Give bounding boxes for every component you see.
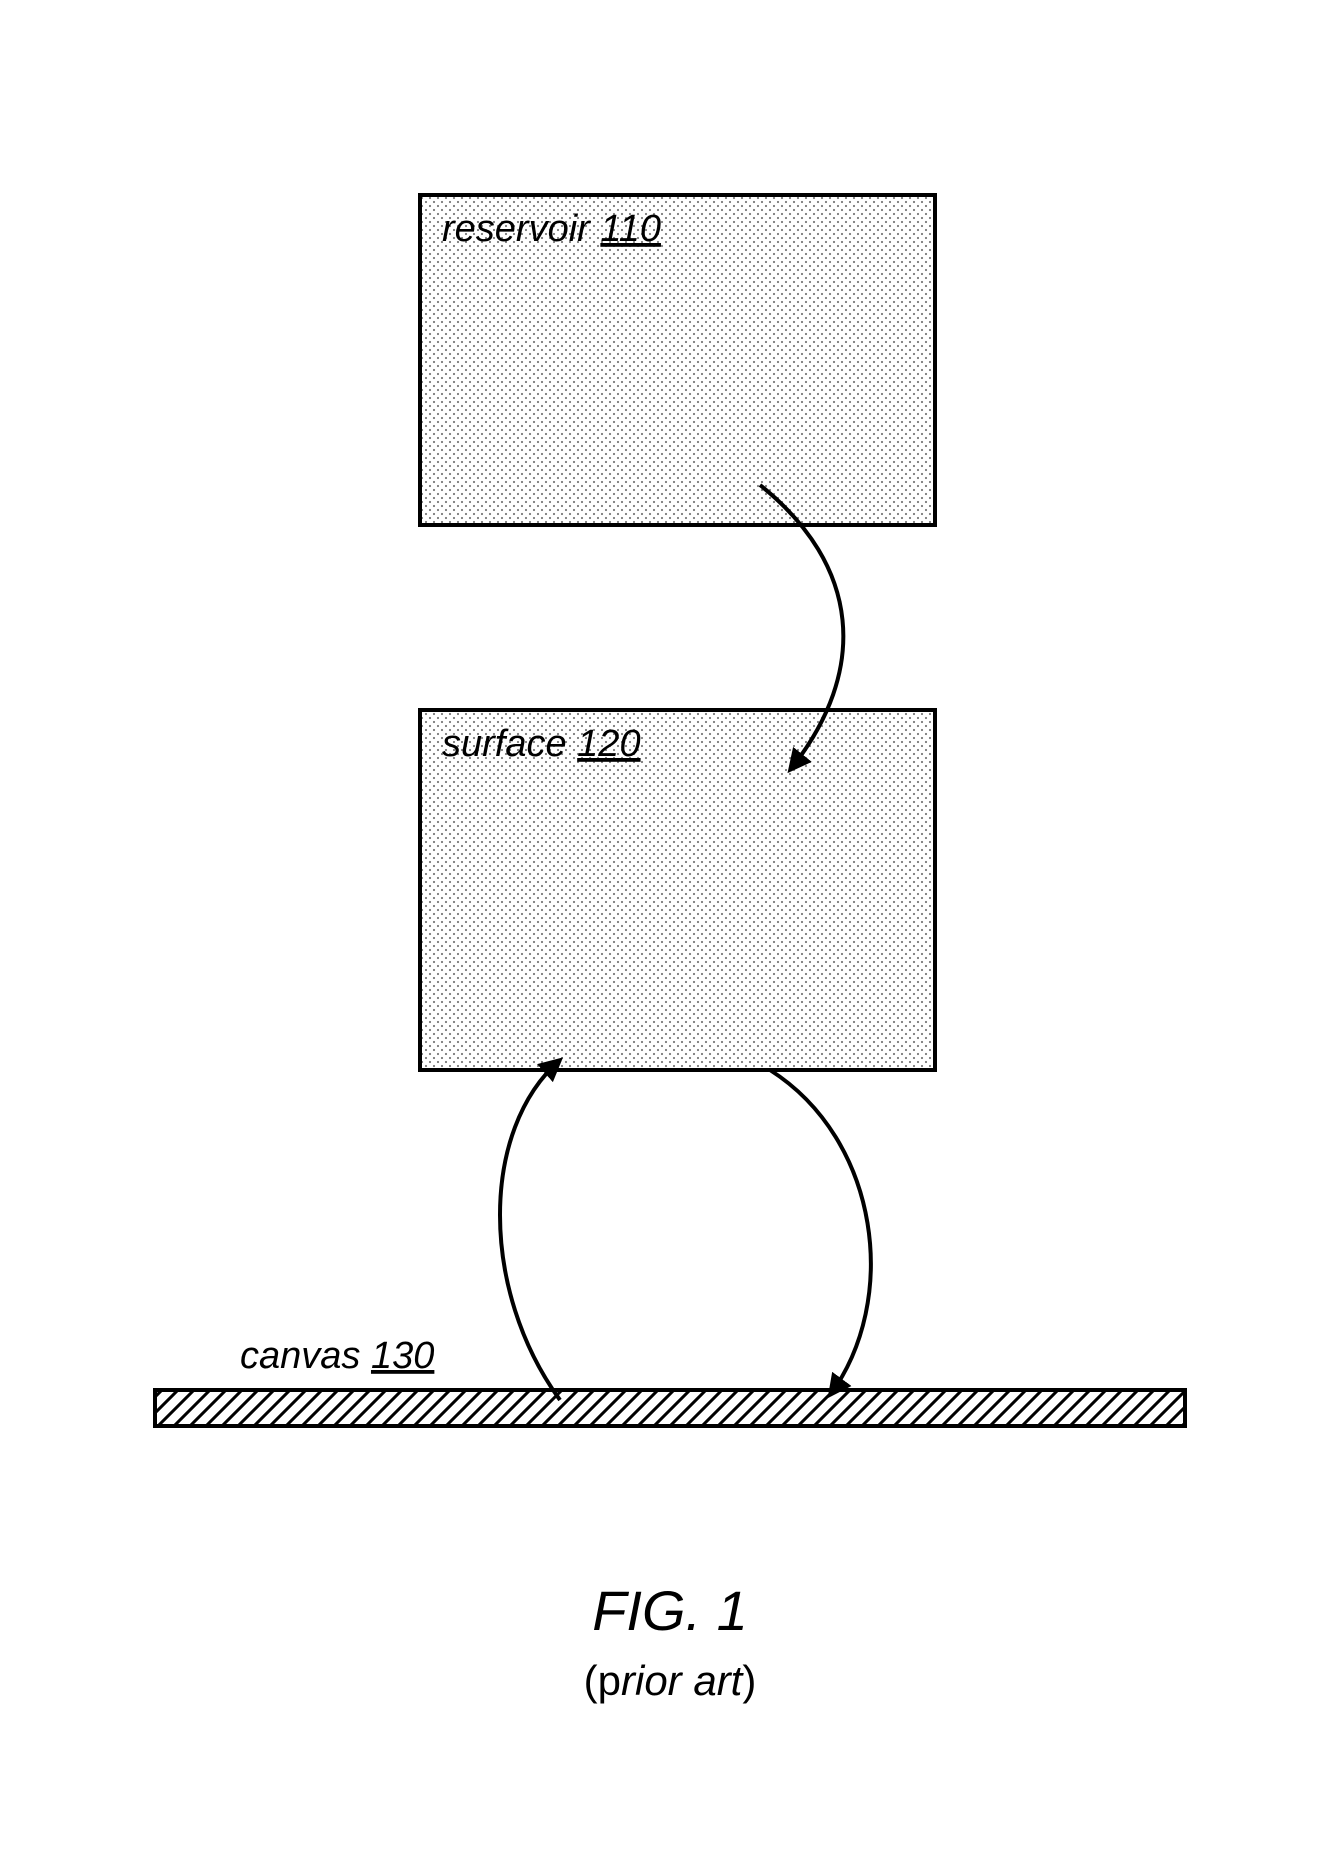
reservoir-ref: 110 — [600, 208, 661, 250]
arrow-surface-to-canvas — [770, 1070, 871, 1395]
surface-label-text: surface — [442, 723, 577, 765]
figure-title: FIG. 1 — [592, 1579, 748, 1642]
surface-ref: 120 — [577, 723, 640, 765]
reservoir-label-text: reservoir — [442, 208, 600, 250]
figure-subtitle: (prior art) — [584, 1657, 757, 1704]
surface-label: surface 120 — [442, 723, 641, 765]
reservoir-label: reservoir 110 — [442, 208, 661, 250]
canvas_strip-label: canvas 130 — [240, 1335, 434, 1377]
canvas_strip-label-text: canvas — [240, 1335, 371, 1377]
canvas_strip-ref: 130 — [371, 1335, 434, 1377]
canvas-strip — [155, 1390, 1185, 1426]
arrow-canvas-to-surface — [500, 1060, 560, 1400]
